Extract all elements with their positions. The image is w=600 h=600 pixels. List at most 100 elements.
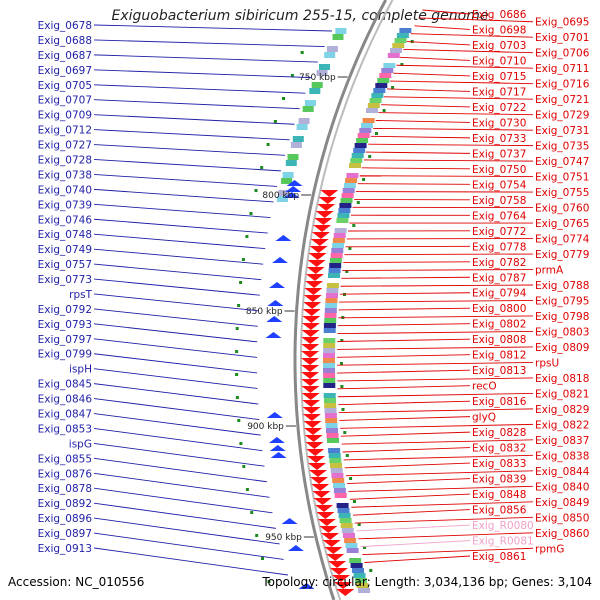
left-gene-label: Exig_0845 <box>38 379 92 391</box>
gene-color-band-segment <box>323 328 336 333</box>
gene-color-band-segment <box>356 583 369 588</box>
reverse-strand-arrow <box>304 435 323 442</box>
reverse-strand-arrow <box>305 274 324 281</box>
gene-color-band-segment <box>359 128 372 133</box>
left-gene-label: Exig_0855 <box>38 453 92 465</box>
forward-strand-arrow <box>266 412 283 418</box>
right-label-leader <box>414 25 471 30</box>
gene-color-band-segment <box>337 213 350 218</box>
gene-color-band-segment <box>394 38 407 43</box>
reverse-strand-arrow <box>302 414 321 421</box>
right-gene-label: Exig_0788 <box>535 280 589 292</box>
left-color-band-segment <box>296 124 308 130</box>
gene-color-band-segment <box>323 348 336 353</box>
right-gene-label: Exig_0706 <box>535 48 590 60</box>
left-label-leader <box>93 442 265 467</box>
reverse-strand-arrow <box>317 204 336 211</box>
left-label-leader <box>93 457 267 483</box>
left-label-leader <box>93 368 258 389</box>
gc-marker-left <box>261 557 264 560</box>
kbp-label: 950 kbp <box>265 533 302 543</box>
topology-text: Topology: circular; Length: 3,034,136 bp… <box>262 575 592 589</box>
reverse-strand-arrow <box>313 225 332 232</box>
gene-color-band-segment <box>326 428 338 433</box>
gene-color-band-segment <box>323 393 336 398</box>
right-gene-label: Exig_0782 <box>472 257 526 269</box>
gc-marker <box>375 132 378 135</box>
left-color-band-segment <box>298 118 310 124</box>
gene-color-band-segment <box>323 378 336 383</box>
right-label-leader <box>347 478 471 485</box>
right-label-leader <box>345 470 534 477</box>
left-label-leader <box>93 487 273 514</box>
gene-color-band-segment <box>390 48 402 53</box>
right-gene-label: Exig_0856 <box>472 505 527 517</box>
left-label-leader <box>93 218 268 234</box>
gene-color-band-segment <box>326 433 339 438</box>
gene-color-band-segment <box>323 368 335 373</box>
reverse-strand-arrow <box>330 568 348 575</box>
reverse-strand-arrow <box>310 239 329 246</box>
right-label-leader <box>340 431 471 437</box>
gc-marker-left <box>239 281 243 284</box>
left-gene-label: Exig_0748 <box>38 229 92 241</box>
reverse-strand-arrow <box>307 260 326 267</box>
right-label-leader <box>352 509 471 516</box>
reverse-strand-arrow <box>324 547 343 554</box>
right-gene-label: Exig_0808 <box>472 334 526 346</box>
right-gene-label: Exig_0794 <box>472 288 527 300</box>
reverse-strand-arrow <box>312 491 331 498</box>
gene-color-band-segment <box>334 493 347 498</box>
gc-marker-left <box>235 373 239 376</box>
gc-marker <box>369 569 373 572</box>
right-label-leader <box>357 183 471 185</box>
right-label-leader <box>339 300 534 303</box>
reverse-strand-arrow <box>332 575 350 582</box>
right-label-leader <box>340 284 534 287</box>
reverse-strand-arrow <box>319 526 338 533</box>
figure-title: Exiguobacterium sibiricum 255-15, comple… <box>111 8 489 24</box>
right-label-leader <box>403 49 534 54</box>
gene-color-band-segment <box>373 88 386 93</box>
left-label-leader <box>93 293 259 312</box>
right-gene-label: Exig_0765 <box>535 218 589 230</box>
right-label-leader <box>381 104 471 108</box>
left-gene-label: Exig_0847 <box>38 409 92 421</box>
left-gene-label: Exig_0793 <box>38 319 92 331</box>
gene-color-band-segment <box>337 508 350 513</box>
reverse-strand-arrow <box>313 498 332 505</box>
reverse-strand-arrow <box>302 316 321 323</box>
gc-marker-left <box>255 534 259 537</box>
gene-color-band-segment <box>350 563 363 568</box>
left-gene-label: Exig_0739 <box>38 199 92 211</box>
gene-color-band-segment <box>341 528 354 533</box>
left-gene-label: ispH <box>69 364 92 376</box>
reverse-strand-arrow <box>304 428 322 435</box>
reverse-strand-arrow <box>321 533 339 540</box>
left-label-leader <box>93 413 261 436</box>
gene-color-band-segment <box>328 453 341 458</box>
left-color-band-segment <box>302 106 314 112</box>
gene-color-band-segment <box>357 133 370 138</box>
left-label-leader <box>93 532 284 560</box>
gene-color-band-segment <box>340 523 353 528</box>
right-gene-label: Exig_0818 <box>535 373 589 385</box>
left-gene-label: Exig_0896 <box>38 513 93 525</box>
right-gene-label: Exig_0828 <box>472 427 526 439</box>
right-label-leader <box>375 120 471 123</box>
gene-color-band-segment <box>336 503 349 508</box>
reverse-strand-arrow <box>303 302 322 309</box>
left-label-leader <box>93 248 264 265</box>
left-color-band-segment <box>332 34 344 40</box>
gene-color-band-segment <box>333 488 346 493</box>
gene-color-band-segment <box>324 398 336 403</box>
reverse-strand-arrow <box>301 393 320 400</box>
reverse-strand-arrow <box>311 232 330 239</box>
right-gene-label: Exig_0758 <box>472 195 526 207</box>
gc-marker-left <box>237 304 241 307</box>
left-label-leader <box>93 353 258 374</box>
gc-marker-left <box>254 189 258 192</box>
reverse-strand-arrow <box>309 246 328 253</box>
left-gene-label: Exig_0728 <box>38 154 92 166</box>
